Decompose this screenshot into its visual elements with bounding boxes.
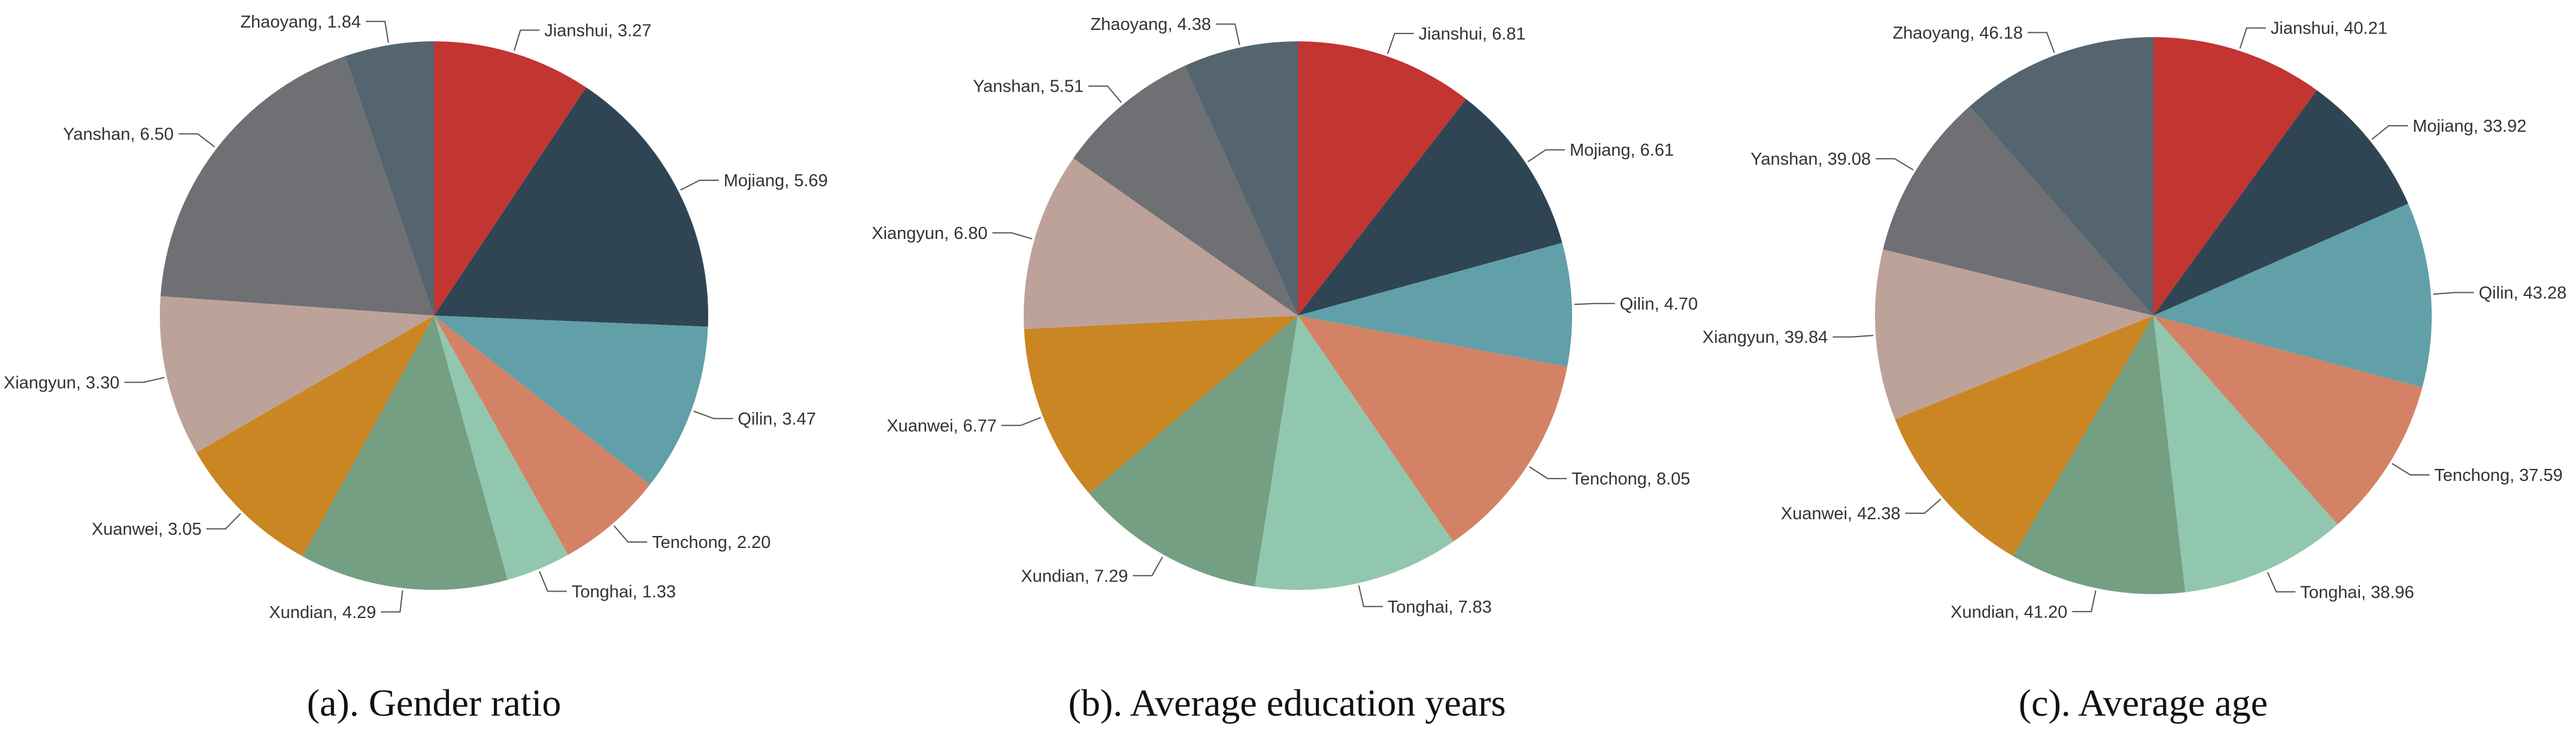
leader-line-qilin — [2433, 292, 2474, 295]
slice-label-xiangyun: Xiangyun, 39.84 — [1703, 328, 1828, 347]
pie-slice-xiangyun — [1874, 249, 2153, 420]
average-age-pie: Jianshui, 40.21 Mojiang, 33.92 Qilin, 43.2… — [1703, 19, 2567, 622]
slice-label-jianshui: Jianshui, 6.81 — [1419, 25, 1526, 44]
leader-line-xuanwei — [206, 513, 241, 530]
pie-slice-yanshan — [160, 56, 434, 316]
slice-label-tonghai: Tonghai, 38.96 — [2300, 583, 2414, 602]
slice-label-xuanwei: Xuanwei, 6.77 — [887, 416, 997, 435]
slice-label-zhaoyang: Zhaoyang, 4.38 — [1090, 15, 1211, 34]
slice-label-xuanwei: Xuanwei, 3.05 — [92, 520, 202, 539]
education-years-pie: Jianshui, 6.81 Mojiang, 6.61 Qilin, 4.70 Te… — [872, 15, 1698, 617]
slice-label-mojiang: Mojiang, 5.69 — [724, 171, 828, 190]
leader-line-xuanwei — [1002, 417, 1041, 426]
pie-slice-jianshui — [434, 41, 587, 316]
slice-label-jianshui: Jianshui, 3.27 — [544, 21, 651, 40]
slice-label-mojiang: Mojiang, 33.92 — [2413, 117, 2526, 136]
pie-slice-xuanwei — [1024, 316, 1298, 494]
leader-line-xiangyun — [124, 377, 165, 383]
pie-slice-xuanwei — [1895, 316, 2153, 556]
caption-average-age: (c). Average age — [2019, 682, 2268, 724]
pie-slice-tenchong — [2153, 316, 2423, 525]
leader-line-xundian — [2072, 590, 2096, 613]
pie-slice-mojiang — [434, 87, 709, 327]
pie-slice-tonghai — [1255, 316, 1454, 590]
caption-gender-ratio: (a). Gender ratio — [307, 682, 562, 724]
slice-label-yanshan: Yanshan, 39.08 — [1750, 150, 1871, 169]
pie-slice-tenchong — [1298, 316, 1567, 542]
pie-slice-tonghai — [434, 316, 568, 580]
leader-line-tenchong — [1529, 466, 1567, 480]
leader-line-jianshui — [1386, 32, 1414, 54]
pie-slice-jianshui — [2153, 37, 2317, 316]
slice-label-yanshan: Yanshan, 6.50 — [63, 125, 174, 144]
slice-label-qilin: Qilin, 3.47 — [738, 410, 816, 429]
leader-line-qilin — [693, 410, 733, 419]
leader-line-jianshui — [2239, 27, 2266, 49]
slice-label-tenchong: Tenchong, 8.05 — [1571, 470, 1690, 489]
pie-slice-xundian — [302, 316, 508, 590]
slice-label-tonghai: Tonghai, 1.33 — [572, 582, 676, 601]
leader-line-mojiang — [680, 180, 719, 191]
leader-line-xundian — [381, 590, 403, 613]
slice-label-tenchong: Tenchong, 37.59 — [2434, 466, 2562, 485]
leader-line-tonghai — [2266, 572, 2296, 593]
leader-line-xiangyun — [992, 232, 1033, 240]
pie-slice-zhaoyang — [1970, 37, 2153, 316]
pie-slice-mojiang — [1298, 99, 1562, 316]
slice-label-zhaoyang: Zhaoyang, 46.18 — [1892, 23, 2023, 43]
slice-label-jianshui: Jianshui, 40.21 — [2271, 19, 2387, 38]
leader-line-mojiang — [2371, 125, 2408, 140]
pie-slice-qilin — [434, 316, 708, 485]
leader-line-xuanwei — [1905, 498, 1941, 514]
pie-slice-yanshan — [1883, 106, 2153, 316]
leader-line-zhaoyang — [2028, 32, 2055, 53]
slice-label-qilin: Qilin, 4.70 — [1620, 295, 1698, 314]
pie-slice-jianshui — [1298, 41, 1467, 316]
leader-line-zhaoyang — [366, 20, 389, 43]
pie-slice-zhaoyang — [345, 41, 434, 316]
caption-education-years: (b). Average education years — [1069, 682, 1506, 724]
slice-label-tonghai: Tonghai, 7.83 — [1388, 598, 1492, 617]
slice-label-xuanwei: Xuanwei, 42.38 — [1781, 504, 1901, 523]
leader-line-yanshan — [178, 133, 216, 148]
pie-slice-xiangyun — [159, 296, 434, 453]
pie-slice-xundian — [2013, 316, 2186, 595]
slice-label-xiangyun: Xiangyun, 6.80 — [872, 224, 987, 243]
pie-slice-xundian — [1089, 316, 1298, 587]
slice-label-xiangyun: Xiangyun, 3.30 — [4, 373, 119, 392]
leader-line-tenchong — [2392, 463, 2430, 476]
leader-line-yanshan — [1088, 85, 1122, 104]
pie-slice-mojiang — [2153, 90, 2408, 316]
slice-label-xundian: Xundian, 7.29 — [1021, 567, 1128, 586]
pie-slice-yanshan — [1073, 65, 1298, 316]
leader-line-tonghai — [1358, 585, 1383, 607]
gender-ratio-pie: Jianshui, 3.27 Mojiang, 5.69 Qilin, 3.47 Te… — [4, 13, 828, 622]
pie-slice-qilin — [2153, 203, 2432, 388]
pie-slice-xuanwei — [196, 316, 434, 556]
leader-line-xundian — [1133, 556, 1163, 577]
slice-label-xundian: Xundian, 41.20 — [1950, 602, 2067, 622]
pie-slice-tenchong — [434, 316, 650, 555]
slice-label-zhaoyang: Zhaoyang, 1.84 — [240, 13, 361, 32]
leader-line-tonghai — [539, 571, 567, 592]
leader-line-xiangyun — [1832, 335, 1874, 338]
pie-slice-xiangyun — [1023, 158, 1298, 329]
leader-line-zhaoyang — [1216, 23, 1240, 46]
slice-label-qilin: Qilin, 43.28 — [2479, 284, 2567, 303]
slice-label-mojiang: Mojiang, 6.61 — [1570, 141, 1674, 160]
slice-label-xundian: Xundian, 4.29 — [269, 603, 376, 622]
leader-line-mojiang — [1527, 149, 1565, 163]
leader-line-tenchong — [613, 525, 648, 543]
pie-slice-zhaoyang — [1185, 41, 1298, 316]
slice-label-tenchong: Tenchong, 2.20 — [652, 533, 770, 552]
leader-line-yanshan — [1876, 158, 1914, 171]
slice-label-yanshan: Yanshan, 5.51 — [973, 77, 1084, 96]
leader-line-qilin — [1574, 302, 1615, 305]
pie-slice-tonghai — [2153, 316, 2338, 592]
pie-slice-qilin — [1298, 243, 1572, 367]
leader-line-jianshui — [513, 29, 540, 52]
